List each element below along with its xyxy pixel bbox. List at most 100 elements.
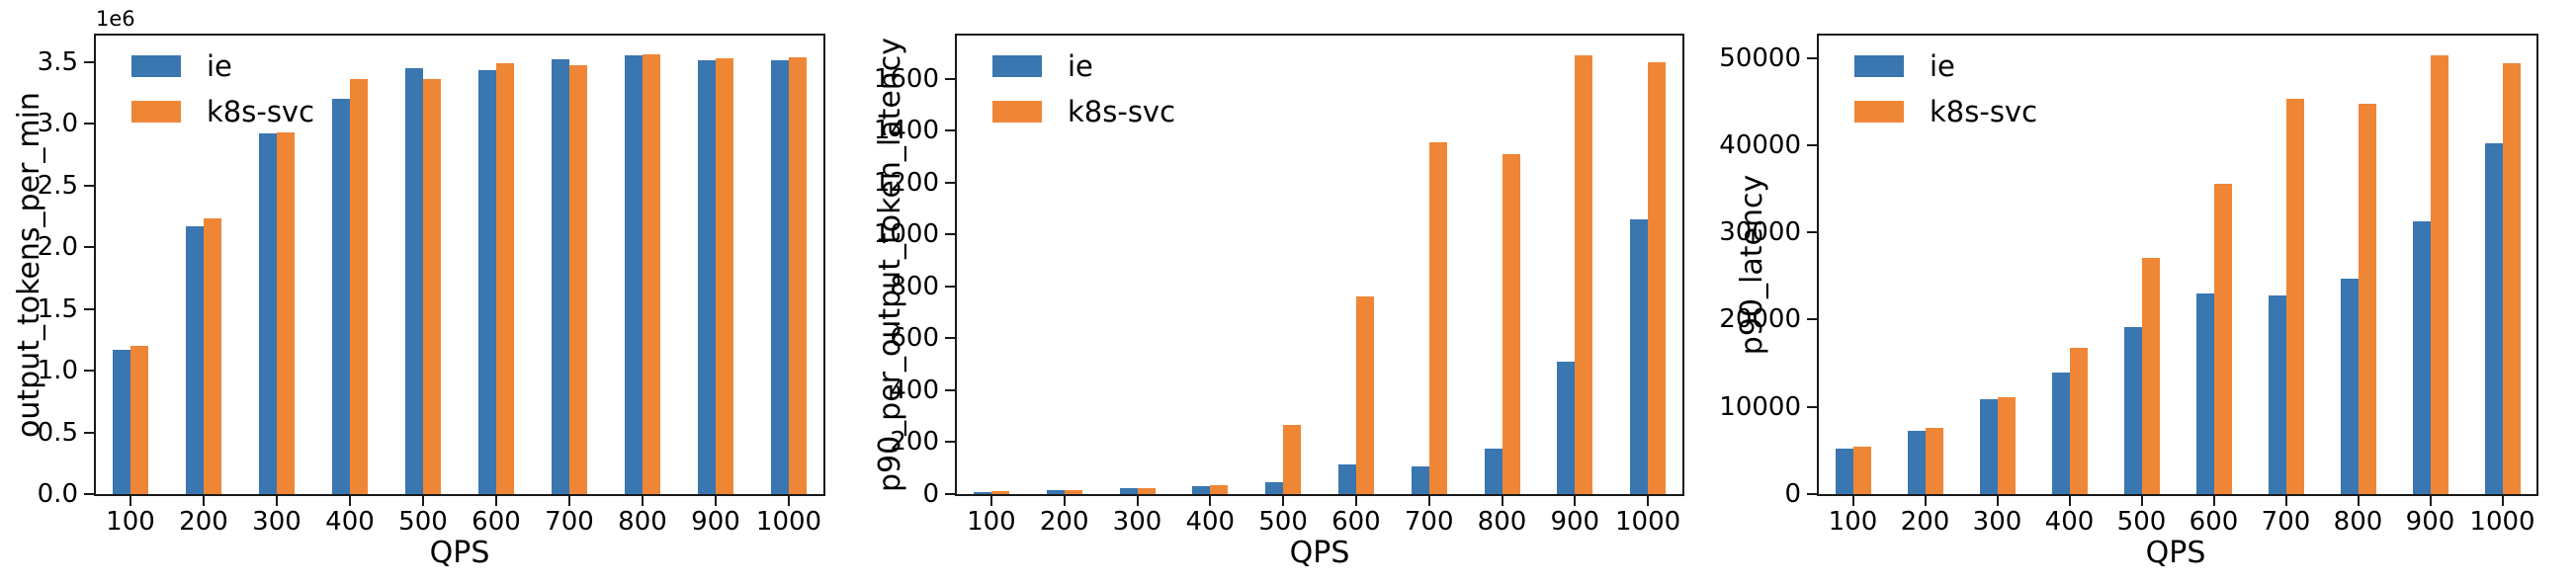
y-axis-offset-text: 1e6 — [96, 7, 135, 31]
x-tick-mark — [1063, 496, 1066, 506]
bar-k8s-svc-qps-100 — [990, 491, 1009, 494]
bar-ie-qps-400 — [2051, 373, 2070, 494]
y-tick-mark — [84, 184, 94, 187]
legend: ie k8s-svc — [131, 51, 314, 126]
x-tick-label: 100 — [106, 507, 155, 537]
y-tick-mark — [84, 370, 94, 373]
legend-swatch-ie — [992, 55, 1042, 77]
x-tick-mark — [1647, 496, 1650, 506]
y-tick-label: 50000 — [1719, 42, 1801, 73]
x-tick-mark — [2140, 496, 2143, 506]
x-axis-label: QPS — [2145, 536, 2206, 570]
x-tick-mark — [276, 496, 278, 506]
x-tick-label: 1000 — [755, 507, 822, 537]
y-tick-mark — [84, 493, 94, 495]
bar-k8s-svc-qps-1000 — [1648, 62, 1667, 494]
x-tick-mark — [1574, 496, 1577, 506]
x-tick-label: 100 — [967, 507, 1016, 537]
x-tick-mark — [2357, 496, 2360, 506]
bar-ie-qps-100 — [113, 350, 130, 494]
y-tick-label: 3.5 — [37, 46, 78, 77]
legend-label-ie: ie — [1930, 49, 1955, 83]
x-tick-mark — [2501, 496, 2504, 506]
bar-k8s-svc-qps-400 — [350, 79, 368, 494]
bar-ie-qps-500 — [405, 68, 423, 494]
bar-k8s-svc-qps-700 — [569, 65, 587, 494]
bar-k8s-svc-qps-200 — [1064, 490, 1082, 494]
bar-k8s-svc-qps-100 — [130, 346, 148, 494]
bar-k8s-svc-qps-900 — [1575, 55, 1593, 494]
y-tick-mark — [84, 246, 94, 249]
bar-ie-qps-200 — [1046, 490, 1065, 494]
x-tick-label: 900 — [2405, 507, 2455, 537]
y-tick-label: 400 — [890, 375, 939, 405]
bar-k8s-svc-qps-700 — [2285, 99, 2304, 494]
y-tick-label: 600 — [890, 323, 939, 354]
x-tick-label: 300 — [1112, 507, 1162, 537]
y-tick-label: 1000 — [873, 219, 939, 250]
y-tick-label: 3.0 — [37, 109, 78, 139]
x-tick-mark — [2212, 496, 2215, 506]
x-tick-label: 400 — [2044, 507, 2095, 537]
x-tick-label: 800 — [2333, 507, 2383, 537]
bar-k8s-svc-qps-600 — [496, 63, 514, 494]
bar-ie-qps-800 — [2340, 279, 2359, 494]
y-tick-mark — [945, 129, 955, 132]
bar-k8s-svc-qps-100 — [1852, 447, 1871, 494]
x-tick-label: 1000 — [1615, 507, 1681, 537]
y-tick-mark — [1807, 405, 1817, 408]
legend-item-k8s-svc: k8s-svc — [1854, 97, 2037, 126]
bar-ie-qps-200 — [186, 226, 204, 494]
bar-ie-qps-1000 — [1630, 219, 1649, 494]
x-tick-mark — [2068, 496, 2071, 506]
x-tick-mark — [422, 496, 424, 506]
bar-k8s-svc-qps-800 — [1502, 154, 1520, 494]
legend-label-k8s-svc: k8s-svc — [207, 95, 315, 128]
y-axis-label: p90_per_output_token_latency — [873, 37, 907, 493]
y-tick-mark — [945, 493, 955, 495]
bar-k8s-svc-qps-300 — [1997, 397, 2016, 494]
bar-ie-qps-500 — [2123, 327, 2142, 494]
x-tick-label: 900 — [1550, 507, 1600, 537]
x-tick-label: 600 — [1331, 507, 1381, 537]
y-tick-label: 20000 — [1719, 304, 1801, 335]
legend-label-ie: ie — [1068, 49, 1093, 83]
bar-k8s-svc-qps-700 — [1428, 142, 1447, 494]
bar-k8s-svc-qps-900 — [2430, 55, 2448, 494]
bar-ie-qps-300 — [1979, 399, 1998, 494]
bar-ie-qps-600 — [2195, 293, 2214, 494]
y-tick-label: 10000 — [1719, 391, 1801, 422]
x-tick-label: 200 — [179, 507, 228, 537]
y-tick-label: 200 — [890, 427, 939, 458]
x-tick-mark — [1924, 496, 1927, 506]
legend-swatch-ie — [131, 55, 181, 77]
x-tick-label: 200 — [1900, 507, 1950, 537]
bar-k8s-svc-qps-300 — [277, 132, 295, 494]
legend-item-k8s-svc: k8s-svc — [131, 97, 314, 126]
x-tick-label: 600 — [472, 507, 521, 537]
chart-output-tokens-per-min: output_tokens_per_min 1e6 ie k8s-svc QPS… — [0, 0, 859, 585]
y-tick-mark — [945, 388, 955, 391]
y-axis-label: output_tokens_per_min — [12, 92, 46, 438]
legend: ie k8s-svc — [1854, 51, 2037, 126]
bar-ie-qps-500 — [1265, 482, 1284, 494]
x-tick-mark — [1501, 496, 1503, 506]
x-tick-mark — [1996, 496, 1999, 506]
x-tick-label: 800 — [618, 507, 667, 537]
bar-ie-qps-1000 — [2484, 143, 2503, 494]
x-tick-label: 200 — [1039, 507, 1089, 537]
y-tick-mark — [945, 77, 955, 80]
x-tick-mark — [568, 496, 570, 506]
bar-k8s-svc-qps-500 — [2141, 258, 2160, 494]
bar-k8s-svc-qps-500 — [1283, 425, 1302, 494]
bar-ie-qps-900 — [1557, 362, 1576, 494]
legend-item-k8s-svc: k8s-svc — [992, 97, 1175, 126]
x-tick-mark — [1354, 496, 1357, 506]
bar-ie-qps-800 — [1484, 449, 1503, 494]
x-tick-mark — [203, 496, 205, 506]
x-tick-label: 300 — [252, 507, 301, 537]
y-tick-label: 0 — [922, 479, 939, 509]
bar-ie-qps-700 — [2268, 295, 2286, 494]
x-tick-mark — [715, 496, 717, 506]
y-tick-label: 1200 — [873, 167, 939, 198]
